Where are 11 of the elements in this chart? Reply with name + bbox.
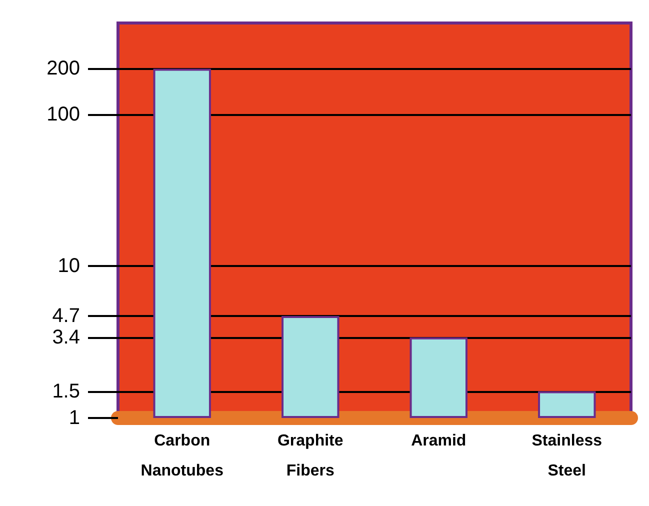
x-tick-label: Graphite Fibers (277, 432, 344, 480)
y-tick-label: 1.5 (52, 380, 80, 402)
x-tick-label: Carbon Nanotubes (140, 432, 224, 480)
y-tick-label: 200 (46, 58, 80, 80)
y-tick-label: 4.7 (52, 304, 80, 327)
x-tick-label: Aramid (411, 432, 466, 450)
y-tick-label: 1 (68, 407, 80, 429)
y-tick-label: 100 (46, 103, 80, 126)
y-tick-label: 10 (58, 255, 80, 278)
x-tick-label: Stainless Steel (532, 432, 602, 480)
y-tick-label: 3.4 (52, 326, 80, 348)
